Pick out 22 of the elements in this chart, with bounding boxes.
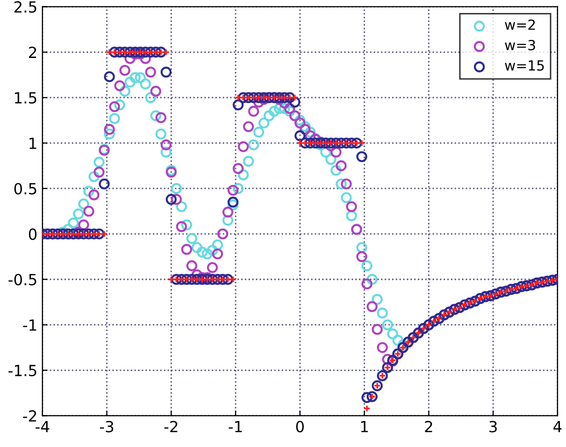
y-tick-label: -1.5 [8,364,36,376]
y-tick-label: 2 [28,46,36,58]
legend-label: w=3 [504,40,536,50]
y-tick-label: 1.5 [14,92,36,104]
x-tick-label: 1 [361,421,368,432]
y-tick-label: -1 [23,319,36,331]
legend-label: w=15 [504,60,544,71]
x-tick-label: -1 [228,421,242,432]
x-tick-label: -3 [100,420,114,432]
y-tick-label: -2 [23,410,36,422]
x-tick-label: 3 [489,420,497,432]
y-tick-label: 1 [30,138,36,149]
x-tick-label: 0 [296,420,304,432]
y-tick-label: 0 [28,228,37,240]
x-tick-label: -2 [164,420,178,432]
x-tick-label: 2 [425,420,432,432]
x-tick-label: 4 [553,421,562,432]
y-tick-label: 2.5 [14,1,36,13]
y-tick-label: -0.5 [8,274,36,286]
y-tick-label: 0.5 [14,182,36,195]
legend-label: w=2 [504,19,535,30]
x-tick-label: -4 [36,421,50,432]
